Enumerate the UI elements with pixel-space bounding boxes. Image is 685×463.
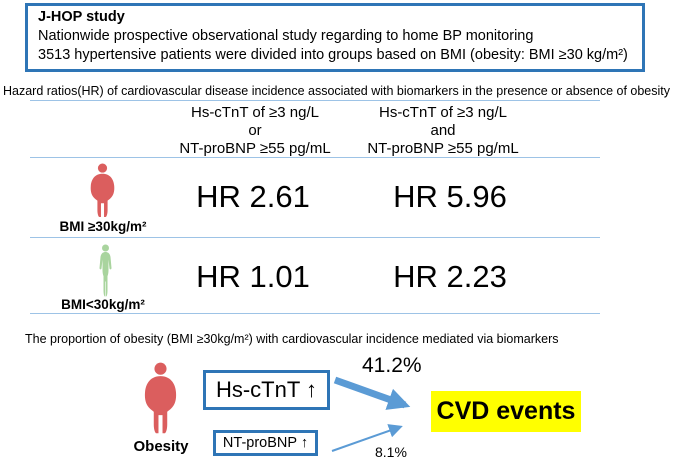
nt-probnp-box: NT-proBNP ↑: [213, 430, 318, 456]
hr-value-obese-either: HR 2.61: [196, 179, 310, 214]
cvd-events-label: CVD events: [436, 397, 576, 425]
column-header-line: Hs-cTnT of ≥3 ng/L: [190, 104, 319, 121]
obesity-label: Obesity: [133, 438, 189, 455]
hs-ctnt-label: Hs-cTnT ↑: [215, 377, 318, 402]
study-line-1: Nationwide prospective observational stu…: [38, 28, 534, 44]
column-header-either-biomarker: Hs-cTnT of ≥3 ng/L or NT-proBNP ≥55 pg/m…: [160, 104, 350, 158]
hs-ctnt-box: Hs-cTnT ↑: [203, 370, 330, 410]
table-rule-row2-bottom: [30, 313, 600, 314]
hr-value-obese-both: HR 5.96: [393, 179, 507, 214]
obesity-person-icon: [137, 362, 184, 436]
slim-person-icon: [91, 244, 120, 299]
obese-person-icon: [86, 163, 119, 219]
mediation-percentage-hs-ctnt: 41.2%: [362, 354, 422, 377]
table-rule-top: [30, 100, 600, 101]
group-label-obese: BMI ≥30kg/m²: [59, 219, 147, 234]
mediation-caption: The proportion of obesity (BMI ≥30kg/m²)…: [25, 332, 559, 346]
column-header-line: NT-proBNP ≥55 pg/mL: [179, 140, 331, 157]
study-line-2: 3513 hypertensive patients were divided …: [38, 47, 628, 63]
mediation-percentage-nt-probnp: 8.1%: [375, 444, 407, 460]
study-title: J-HOP study: [38, 9, 125, 25]
column-header-line: Hs-cTnT of ≥3 ng/L: [378, 104, 507, 121]
study-summary-box: J-HOP study Nationwide prospective obser…: [25, 3, 645, 72]
column-header-line: or: [248, 122, 262, 139]
column-header-both-biomarkers: Hs-cTnT of ≥3 ng/L and NT-proBNP ≥55 pg/…: [348, 104, 538, 158]
hazard-table-caption: Hazard ratios(HR) of cardiovascular dise…: [3, 84, 670, 98]
hr-value-nonobese-either: HR 1.01: [196, 259, 310, 294]
column-header-line: and: [430, 122, 456, 139]
table-rule-header-bottom: [30, 157, 600, 158]
cvd-events-highlight: CVD events: [431, 391, 581, 432]
thick-arrow-hs-ctnt-to-cvd: [333, 376, 411, 410]
column-header-line: NT-proBNP ≥55 pg/mL: [367, 140, 519, 157]
hr-value-nonobese-both: HR 2.23: [393, 259, 507, 294]
nt-probnp-label: NT-proBNP ↑: [222, 435, 309, 451]
table-rule-row1-bottom: [30, 237, 600, 238]
group-label-nonobese: BMI<30kg/m²: [61, 297, 145, 312]
